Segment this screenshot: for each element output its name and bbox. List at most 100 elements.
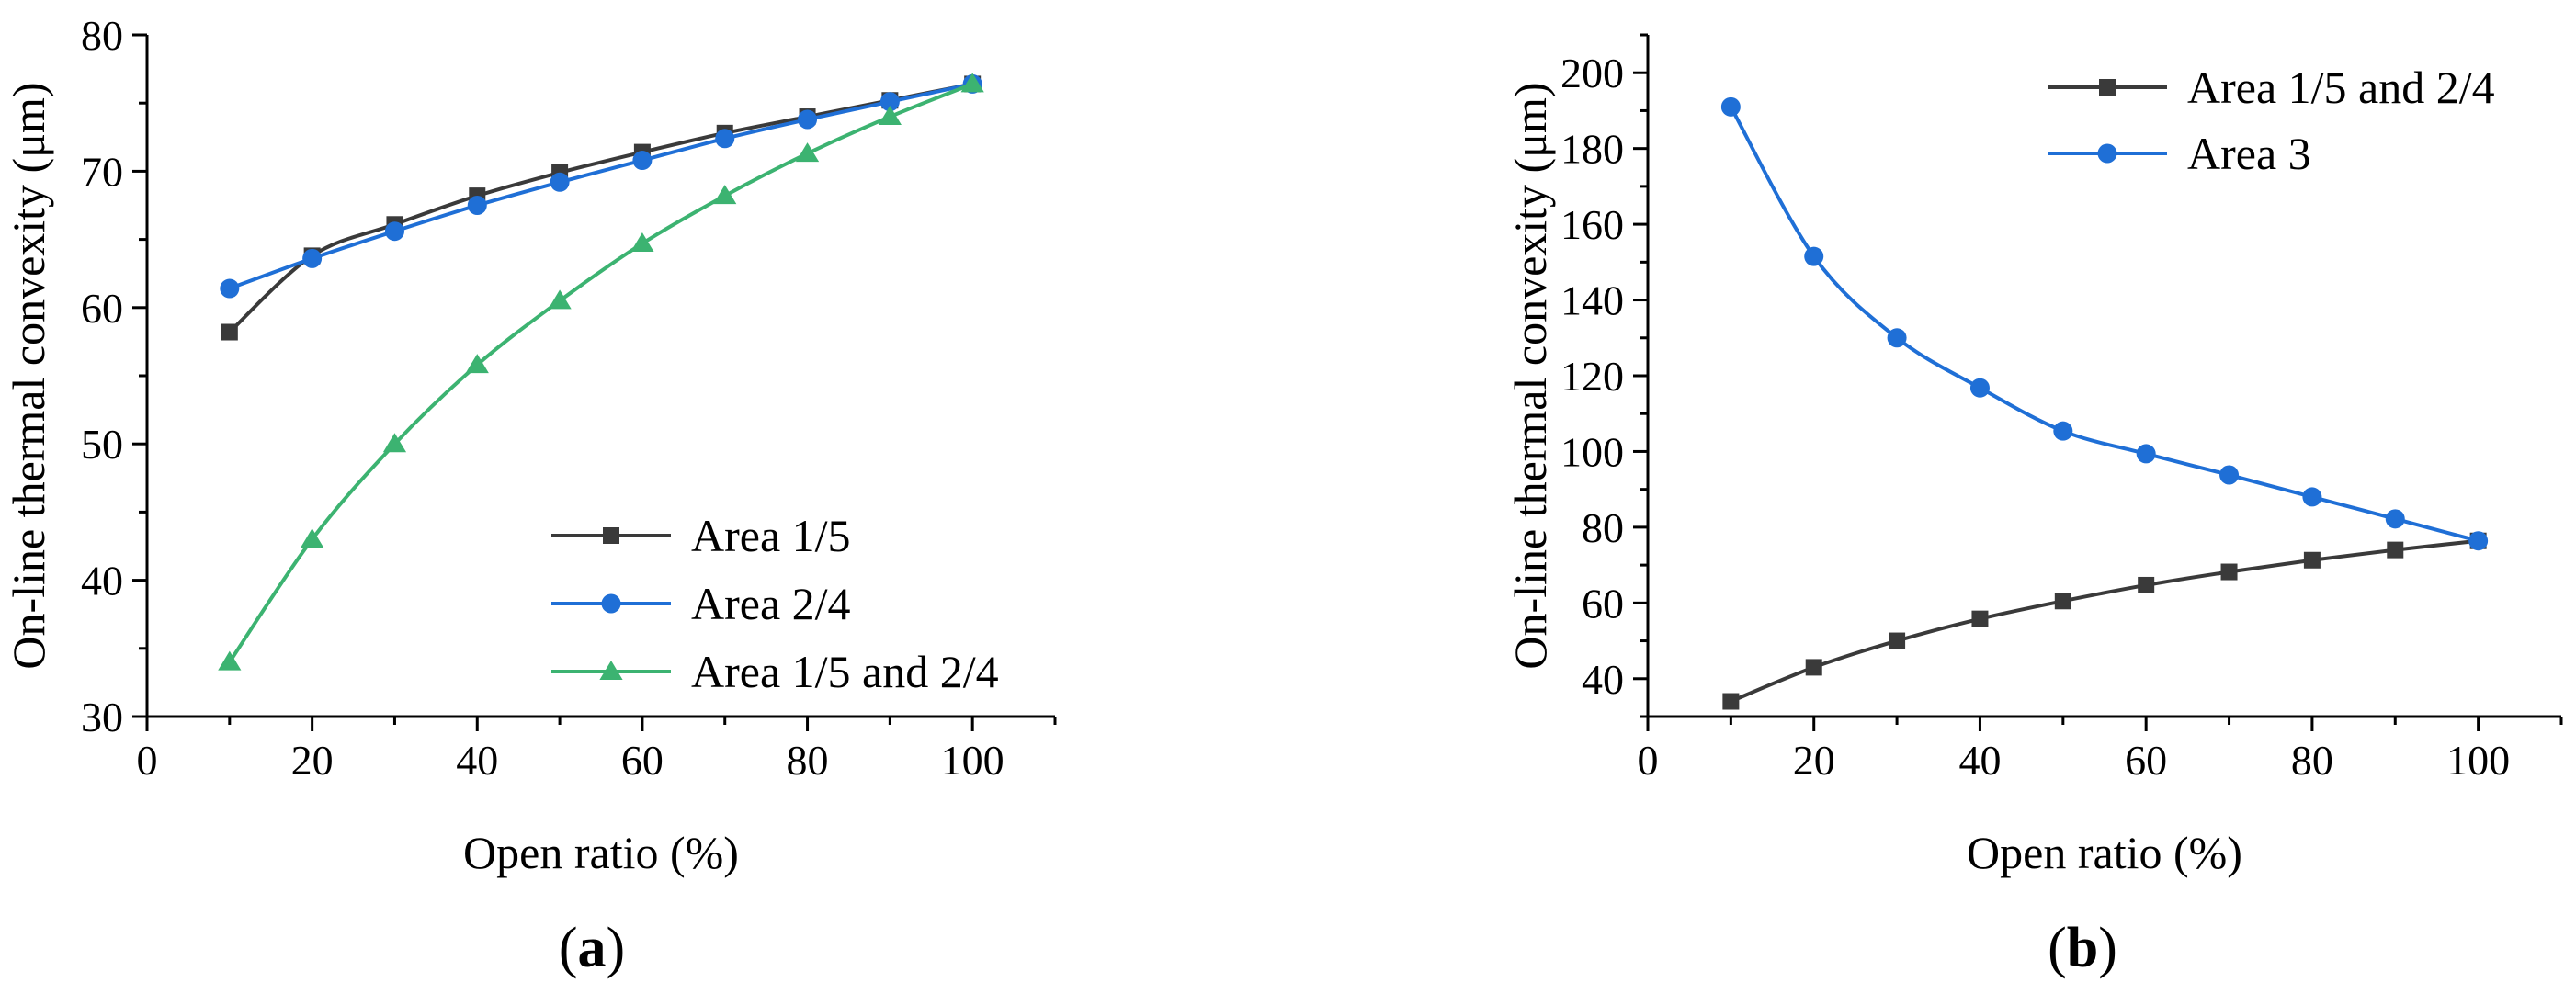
panel-b-legend-label: Area 3 <box>2187 128 2311 179</box>
panel-b-point-area-3-50 <box>2053 421 2073 441</box>
panel-b-axes <box>1646 35 2561 718</box>
panel-a-point-area-1-5-and-2-4-90 <box>878 106 902 126</box>
panel-b-x-tick-label: 60 <box>2125 737 2167 784</box>
panel-a-point-area-1-5-and-2-4-100 <box>960 73 984 93</box>
panel-b-y-tick-label: 160 <box>1560 201 1624 248</box>
panel-a-legend-marker <box>603 527 619 544</box>
panel-a-series-area-1-5-and-2-4 <box>218 73 984 671</box>
panel-a-x-tick-label: 60 <box>621 737 664 784</box>
panel-b-y-tick-label: 100 <box>1560 428 1624 475</box>
panel-a-x-tick-label: 40 <box>456 737 498 784</box>
panel-a-series-area-1-5 <box>221 75 982 341</box>
panel-b-x-tick-label: 80 <box>2291 737 2333 784</box>
panel-a-legend-marker <box>599 661 623 680</box>
panel-b-point-area-1-5-and-2-4-90 <box>2387 541 2404 559</box>
chart-panel-b: 0 20 40 60 80 100 40 60 80 100 120 140 160 180 200 Open… <box>1504 33 2563 878</box>
panel-a-point-area-1-5-and-2-4-50 <box>548 289 572 310</box>
panel-b-y-tick-label: 200 <box>1560 50 1624 96</box>
panel-b-point-area-1-5-and-2-4-50 <box>2054 593 2071 610</box>
panel-a-point-area-2-4-30 <box>384 221 404 242</box>
panel-letter-b: b <box>2067 917 2098 979</box>
panel-b-legend-label: Area 1/5 and 2/4 <box>2187 62 2495 113</box>
panel-a-legend-label: Area 1/5 and 2/4 <box>691 646 999 697</box>
panel-b-legend-item-area-3: Area 3 <box>2048 128 2311 179</box>
panel-a-series-line-area-1-5-and-2-4 <box>228 82 973 663</box>
panel-a-point-area-1-5-and-2-4-10 <box>218 650 242 671</box>
panel-a-legend-item-area-1-5: Area 1/5 <box>551 510 851 561</box>
panel-b-y-tick-label: 140 <box>1560 277 1624 324</box>
chart-panel-a: 0 20 40 60 80 100 30 40 50 60 70 80 Open ratio (%) On… <box>3 12 1057 878</box>
panel-a-point-area-2-4-70 <box>715 129 735 149</box>
panel-a-y-tick-label: 40 <box>81 558 123 604</box>
panel-b-point-area-3-10 <box>1720 96 1741 117</box>
panel-a-series-line-area-1-5 <box>228 82 973 333</box>
panel-b-point-area-1-5-and-2-4-60 <box>2138 576 2155 593</box>
panel-b-y-tick-label: 40 <box>1582 656 1624 703</box>
panel-label-b: (b) <box>2048 917 2117 979</box>
panel-b-y-tick-label: 80 <box>1582 504 1624 551</box>
panel-b-legend-marker <box>2099 79 2116 96</box>
panel-a-point-area-2-4-80 <box>798 109 818 130</box>
panel-b-point-area-1-5-and-2-4-80 <box>2303 551 2321 569</box>
panel-b-point-area-3-80 <box>2302 487 2322 507</box>
panel-b-point-area-3-20 <box>1804 246 1824 266</box>
panel-b-series-area-1-5-and-2-4 <box>1722 532 2487 710</box>
panel-b-x-tick-label: 20 <box>1793 737 1835 784</box>
panel-letter-a: a <box>578 917 607 979</box>
panel-b-x-tick-label: 0 <box>1638 737 1659 784</box>
panel-a-y-tick-label: 70 <box>81 148 123 195</box>
panel-a-point-area-1-5-and-2-4-70 <box>713 185 737 205</box>
panel-b-y-tick-label: 180 <box>1560 126 1624 173</box>
panel-b-legend-item-area-1-5-and-2-4: Area 1/5 and 2/4 <box>2048 62 2495 113</box>
panel-a-point-area-2-4-40 <box>467 196 487 215</box>
panel-b-x-axis-title: Open ratio (%) <box>1967 827 2242 878</box>
panel-label-a: (a) <box>559 917 625 979</box>
panel-b-legend-marker <box>2097 143 2117 164</box>
panel-b-point-area-3-70 <box>2219 465 2240 485</box>
panel-a-x-axis-title: Open ratio (%) <box>463 827 739 878</box>
panel-b-point-area-1-5-and-2-4-20 <box>1805 659 1822 676</box>
panel-a-x-tick-label: 80 <box>787 737 829 784</box>
panel-b-point-area-3-60 <box>2136 444 2156 464</box>
panel-a-point-area-1-5-and-2-4-40 <box>465 354 489 374</box>
panel-b-point-area-1-5-and-2-4-10 <box>1722 693 1740 710</box>
panel-a-y-tick-label: 80 <box>81 12 123 59</box>
panel-b-point-area-1-5-and-2-4-30 <box>1889 632 1906 649</box>
panel-a-point-area-1-5-10 <box>221 323 238 341</box>
panel-a-y-axis-title: On-line thermal convexity (μm) <box>3 82 54 669</box>
panel-a-point-area-1-5-and-2-4-30 <box>382 433 407 453</box>
panel-a-x-tick-label: 100 <box>941 737 1004 784</box>
panel-a-legend-item-area-1-5-and-2-4: Area 1/5 and 2/4 <box>551 646 999 697</box>
panel-a-point-area-2-4-20 <box>302 248 323 268</box>
panel-b-point-area-3-40 <box>1969 378 1990 398</box>
panel-a-series-line-area-2-4 <box>229 82 973 290</box>
panel-b-x-tick-label: 100 <box>2446 737 2510 784</box>
panel-a-point-area-2-4-50 <box>550 172 570 192</box>
panel-a-point-area-1-5-and-2-4-80 <box>795 142 820 163</box>
panel-b-y-tick-label: 120 <box>1560 353 1624 400</box>
panel-a-y-tick-label: 30 <box>81 694 123 740</box>
panel-b-point-area-3-90 <box>2385 509 2405 529</box>
panel-a-x-tick-label: 0 <box>137 737 158 784</box>
panel-a-axes <box>145 35 1055 718</box>
panel-a-x-tick-label: 20 <box>291 737 334 784</box>
panel-b-point-area-3-30 <box>1887 328 1907 348</box>
panel-a-y-tick-label: 50 <box>81 421 123 468</box>
panel-b-x-tick-label: 40 <box>1958 737 2001 784</box>
panel-a-point-area-2-4-10 <box>220 278 240 299</box>
panel-a-legend-label: Area 1/5 <box>691 510 851 561</box>
panel-a-series-area-2-4 <box>220 73 982 299</box>
panel-a-legend-marker <box>601 593 621 614</box>
panel-a-point-area-2-4-60 <box>632 151 653 171</box>
panel-b-series-line-area-1-5-and-2-4 <box>1730 538 2479 704</box>
panel-a-point-area-1-5-and-2-4-20 <box>301 528 324 548</box>
panel-a-legend-item-area-2-4: Area 2/4 <box>551 578 851 629</box>
panel-b-y-axis-title: On-line thermal convexity (μm) <box>1504 82 1556 669</box>
panel-b-point-area-1-5-and-2-4-70 <box>2220 563 2238 581</box>
panel-b-y-tick-label: 60 <box>1582 580 1624 627</box>
panel-b-series-area-3 <box>1720 96 2489 551</box>
panel-a-y-tick-label: 60 <box>81 285 123 332</box>
panel-a-point-area-2-4-90 <box>879 92 900 112</box>
panel-b-point-area-1-5-and-2-4-40 <box>1971 610 1989 627</box>
